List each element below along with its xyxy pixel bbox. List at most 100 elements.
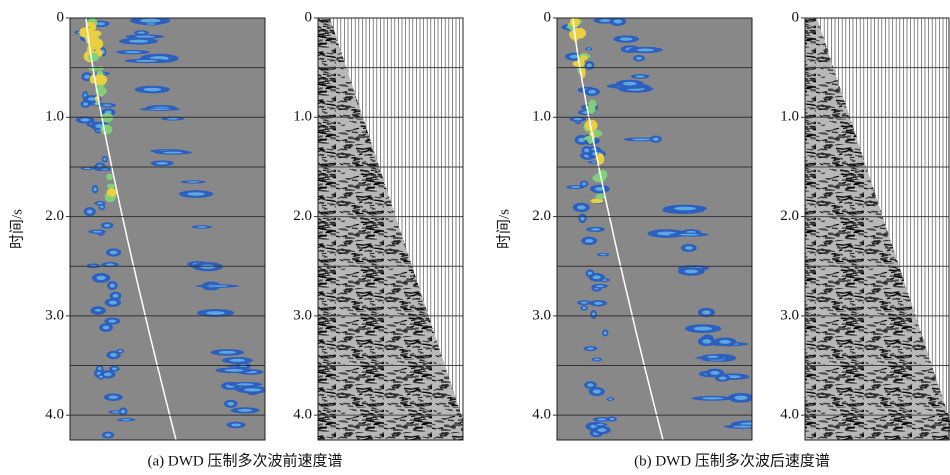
spectrum-energy [561,18,752,440]
panel-frame [556,17,753,441]
energy-core [109,250,118,255]
energy-core [124,51,142,54]
panel-frame [804,17,950,441]
energy-core [594,186,605,191]
energy-core [187,192,205,196]
energy-core [137,31,146,34]
energy-core [593,301,603,305]
energy-core [237,408,253,412]
caption: (a) DWD 压制多次波前速度谱 [148,452,343,469]
energy-core [106,187,118,197]
energy-core [582,306,586,310]
caption: (b) DWD 压制多次波后速度谱 [634,452,830,469]
energy-core [82,102,88,106]
energy-core [674,206,696,211]
energy-core [734,395,748,400]
energy-core [569,18,580,28]
energy-core [576,205,586,210]
energy-core [83,167,91,170]
energy-core [111,367,118,371]
energy-core [120,409,126,414]
energy-core [590,198,604,204]
energy-core [218,350,236,354]
energy-core [584,148,590,153]
y-tick-label: 1.0 [45,109,64,125]
energy-core [103,372,112,377]
energy-core [679,233,699,236]
energy-core [108,300,117,305]
energy-core [636,56,643,60]
energy-core [588,89,597,94]
energy-core [97,366,102,371]
energy-core [206,285,229,287]
energy-core [592,275,601,280]
energy-core [135,59,158,62]
energy-core [702,397,723,400]
gather-data [318,18,463,440]
energy-core [609,417,615,421]
energy-core [106,183,116,189]
energy-core [613,19,622,24]
energy-core [733,425,752,428]
energy-core [580,216,585,221]
energy-core [581,182,587,186]
y-tick-label: 0 [305,9,313,25]
energy-core [600,253,607,256]
energy-core [596,285,604,288]
energy-core [710,370,720,375]
energy-core [92,230,102,233]
energy-core [128,39,149,43]
energy-core [96,275,106,281]
energy-core [719,339,731,344]
energy-core [590,161,597,163]
y-tick-label: 1.0 [293,109,312,125]
energy-core [635,75,645,78]
energy-core [586,48,591,50]
y-tick-label: 1.0 [780,109,799,125]
energy-core [573,118,583,121]
energy-core [603,331,607,335]
y-tick-label: 1.0 [532,109,551,125]
energy-core [586,63,592,68]
energy-core [652,137,659,141]
energy-core [580,55,588,61]
energy-core [227,401,235,406]
energy-core [590,228,601,231]
energy-core [592,389,601,394]
energy-core [163,151,183,154]
energy-core [102,104,112,107]
energy-core [186,181,200,183]
gather-data [805,18,950,440]
energy-core [594,358,600,361]
energy-core [99,375,103,379]
energy-core [80,118,90,122]
energy-core [597,428,607,432]
panel-frame [317,17,464,441]
energy-core [93,74,108,86]
y-tick-label: 3.0 [532,307,551,323]
energy-core [105,263,115,266]
energy-core [622,81,637,86]
y-tick-label: 3.0 [293,307,312,323]
energy-core [100,205,104,209]
energy-core [108,319,117,323]
y-tick-label: 2.0 [780,208,799,224]
energy-core [580,301,588,304]
energy-core [111,411,120,413]
energy-core [587,383,594,387]
y-axis-label: 时间/s [8,209,25,249]
energy-core [118,350,123,353]
energy-core [619,37,633,41]
energy-core [85,21,96,28]
energy-core [100,124,113,135]
y-tick-label: 4.0 [780,407,799,423]
energy-core [587,347,595,350]
energy-core [231,423,241,427]
energy-core [599,19,612,22]
y-tick-label: 4.0 [532,407,551,423]
energy-core [608,398,613,400]
y-tick-label: 2.0 [293,208,312,224]
y-tick-label: 0 [544,9,552,25]
energy-core [121,418,131,421]
y-tick-label: 2.0 [532,208,551,224]
